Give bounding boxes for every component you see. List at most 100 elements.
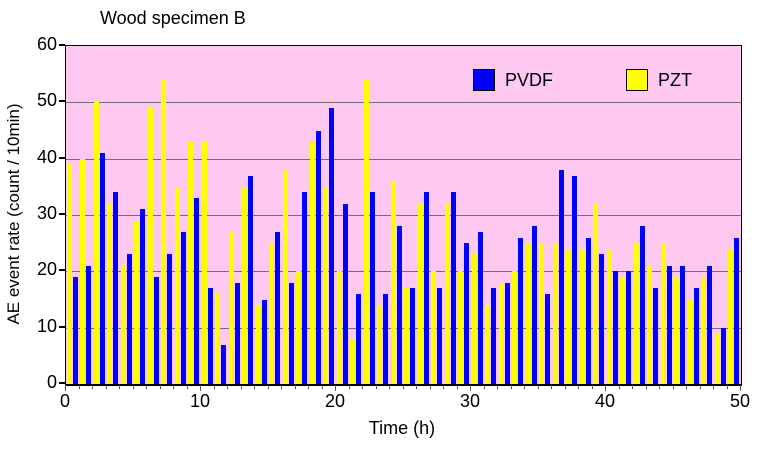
x-tick-22 (362, 385, 363, 389)
pzt-bar-h24 (377, 305, 382, 384)
x-tick-20 (335, 385, 336, 391)
x-tick-37 (564, 385, 566, 389)
pvdf-bar-h17 (288, 282, 294, 384)
pzt-bar-h41 (606, 248, 612, 384)
pzt-bar-h43 (633, 243, 639, 384)
y-tick-label-0: 0 (46, 372, 57, 392)
plot-area: PVDF PZT (65, 45, 742, 386)
pvdf-bar-h14 (248, 175, 254, 384)
x-tick-4 (119, 385, 120, 389)
pzt-bar-h34 (512, 271, 517, 384)
legend-item-pvdf: PVDF (473, 69, 553, 91)
pvdf-bar-h44 (653, 288, 659, 384)
x-tick-34 (524, 385, 525, 389)
pzt-bar-h40 (593, 203, 598, 384)
x-tick-5 (132, 385, 134, 389)
pvdf-bar-h35 (531, 226, 537, 384)
x-tick-35 (537, 385, 539, 389)
pvdf-bar-h36 (545, 293, 551, 384)
x-tick-50 (740, 385, 741, 391)
x-tick-2 (92, 385, 93, 389)
pzt-bar-h47 (687, 299, 693, 384)
pvdf-legend-label: PVDF (505, 69, 554, 90)
pzt-bar-h32 (485, 305, 490, 384)
pvdf-bar-h32 (491, 288, 497, 384)
pvdf-bar-h48 (707, 265, 713, 384)
x-tick-23 (375, 385, 377, 389)
pvdf-bar-h20 (329, 107, 335, 384)
y-tick-0 (59, 382, 65, 384)
x-tick-3 (105, 385, 107, 389)
pvdf-bar-h50 (734, 237, 740, 384)
pzt-bar-h18 (296, 271, 301, 384)
x-tick-40 (605, 385, 606, 391)
pvdf-bar-h31 (477, 231, 483, 384)
x-tick-label-0: 0 (59, 391, 70, 411)
x-tick-12 (227, 385, 228, 389)
y-tick-label-60: 60 (36, 34, 57, 54)
pzt-bar-h1 (66, 164, 72, 384)
pzt-bar-h25 (390, 181, 396, 384)
x-tick-0 (65, 385, 66, 391)
pvdf-bar-h13 (234, 282, 240, 384)
x-tick-7 (159, 385, 161, 389)
pzt-bar-h14 (242, 186, 247, 384)
pzt-bar-h17 (282, 169, 288, 384)
y-tick-10 (59, 325, 65, 328)
pzt-bar-h5 (120, 265, 126, 384)
pvdf-bar-h29 (450, 192, 456, 384)
y-tick-60 (59, 44, 65, 46)
x-tick-44 (659, 385, 660, 389)
pvdf-bar-h8 (167, 254, 173, 384)
pvdf-bar-h41 (612, 271, 618, 384)
x-tick-41 (618, 385, 620, 389)
x-tick-46 (686, 385, 687, 389)
x-tick-18 (308, 385, 309, 389)
pzt-bar-h9 (174, 186, 180, 384)
x-tick-49 (726, 385, 728, 389)
pvdf-bar-h46 (680, 265, 686, 384)
pvdf-bar-h19 (315, 130, 321, 384)
pvdf-bar-h7 (153, 276, 159, 384)
pzt-bar-h8 (161, 79, 166, 384)
y-tick-20 (59, 269, 65, 272)
pzt-bar-h45 (660, 243, 666, 384)
pvdf-bar-h39 (585, 237, 591, 384)
x-tick-27 (429, 385, 431, 389)
pzt-bar-h49 (714, 333, 720, 384)
pzt-bar-h2 (80, 158, 85, 384)
pvdf-bar-h18 (302, 192, 308, 384)
gridline-y-50 (66, 102, 741, 104)
pvdf-bar-h28 (437, 288, 443, 384)
x-tick-label-20: 20 (324, 391, 346, 411)
pzt-bar-h4 (107, 203, 112, 384)
pzt-bar-h28 (431, 271, 436, 384)
pvdf-bar-h33 (504, 282, 510, 384)
pzt-bar-h27 (417, 203, 423, 384)
x-tick-33 (510, 385, 512, 389)
pvdf-bar-h34 (518, 237, 524, 384)
pzt-bar-h29 (444, 203, 450, 384)
gridline-y-30 (66, 215, 741, 216)
x-tick-26 (416, 385, 417, 389)
pvdf-bar-h40 (599, 254, 605, 384)
x-tick-14 (254, 385, 255, 389)
pzt-bar-h39 (579, 248, 585, 384)
x-tick-43 (645, 385, 647, 389)
pvdf-bar-h49 (720, 327, 726, 384)
pzt-bar-h16 (269, 243, 274, 384)
pzt-legend-swatch (626, 69, 648, 91)
x-tick-9 (186, 385, 188, 389)
gridline-y-10 (66, 327, 741, 329)
pvdf-bar-h24 (383, 293, 389, 384)
y-tick-label-50: 50 (36, 90, 57, 111)
x-axis-label: Time (h) (368, 418, 436, 438)
y-tick-label-30: 30 (36, 203, 57, 223)
pvdf-bar-h38 (572, 175, 578, 384)
x-tick-label-30: 30 (459, 391, 481, 411)
pvdf-bar-h4 (113, 192, 119, 384)
pzt-bar-h42 (620, 276, 625, 384)
x-tick-29 (456, 385, 458, 389)
pvdf-legend-swatch (473, 69, 495, 91)
y-tick-50 (59, 100, 65, 103)
